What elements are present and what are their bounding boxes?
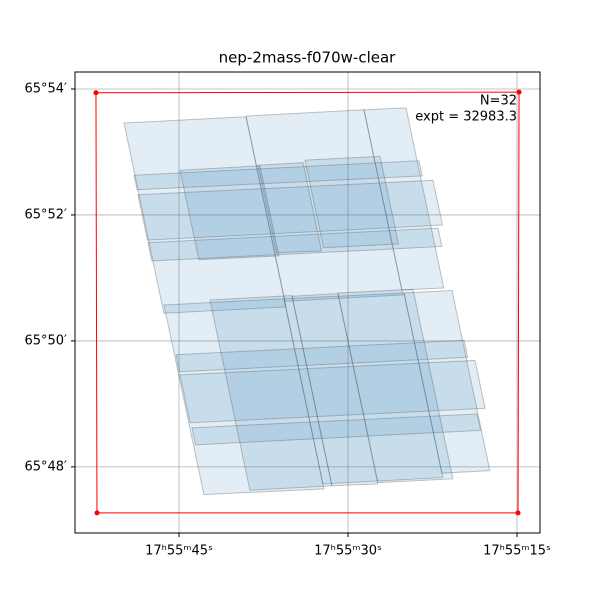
x-tick-label: 17ʰ55ᵐ15ˢ xyxy=(483,544,551,559)
footprint xyxy=(123,116,287,314)
x-tick-label: 17ʰ55ᵐ45ˢ xyxy=(145,544,213,559)
annotation: expt = 32983.3 xyxy=(415,110,517,125)
chart-title: nep-2mass-f070w-clear xyxy=(219,49,396,67)
footprint xyxy=(133,160,423,191)
footprint xyxy=(283,292,444,485)
footprint xyxy=(403,290,491,474)
footprint xyxy=(137,179,444,241)
y-tick-label: 65°52′ xyxy=(24,207,67,222)
footprint xyxy=(179,165,280,261)
x-tick-label: 17ʰ55ᵐ30ˢ xyxy=(314,544,382,559)
footprint xyxy=(363,107,445,291)
boundary-vertex xyxy=(515,510,521,516)
footprint xyxy=(179,359,486,424)
boundary-vertex xyxy=(94,510,100,516)
footprint xyxy=(245,109,404,302)
y-tick-label: 65°48′ xyxy=(24,459,67,474)
footprint xyxy=(175,339,469,373)
footprint xyxy=(191,413,482,446)
footprint xyxy=(257,162,323,254)
footprint xyxy=(304,155,400,249)
y-tick-label: 65°54′ xyxy=(24,82,67,97)
footprint xyxy=(147,227,443,262)
footprint xyxy=(163,298,325,496)
footprint xyxy=(291,293,379,487)
y-tick-label: 65°50′ xyxy=(24,333,67,348)
annotation: N=32 xyxy=(480,94,517,109)
footprint xyxy=(337,288,454,484)
footprint xyxy=(209,295,333,491)
plot-frame xyxy=(74,71,541,534)
boundary-vertex xyxy=(93,90,99,96)
boundary-vertex xyxy=(516,89,522,95)
